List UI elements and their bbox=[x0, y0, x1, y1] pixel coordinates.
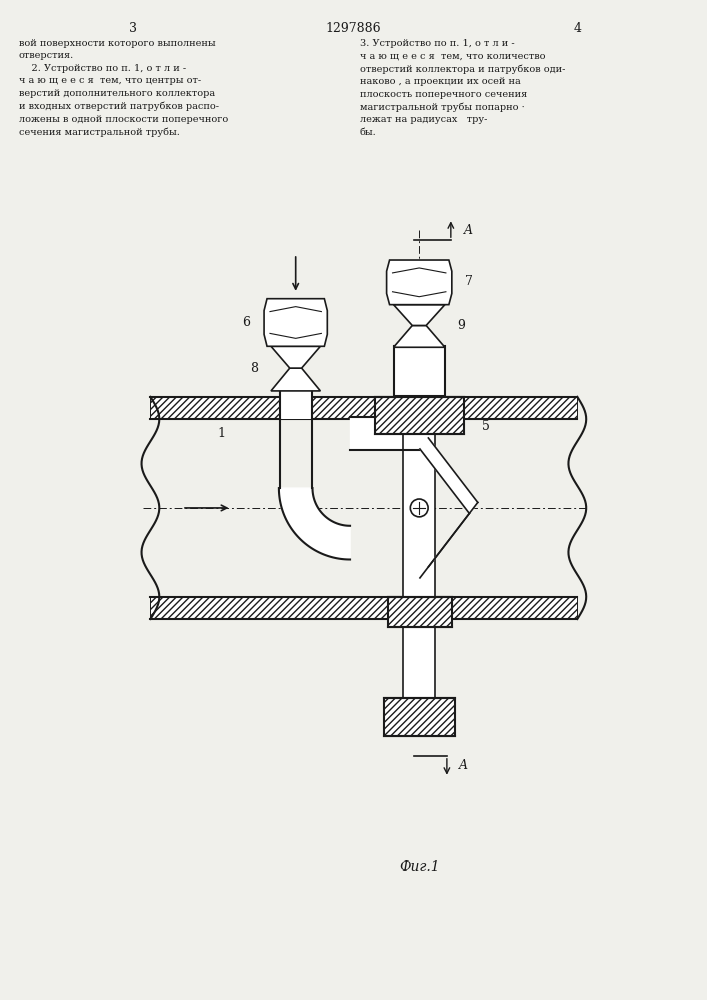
Text: 9: 9 bbox=[457, 319, 464, 332]
Text: 1297886: 1297886 bbox=[325, 22, 381, 35]
Polygon shape bbox=[420, 502, 478, 578]
Text: 8: 8 bbox=[250, 362, 258, 375]
Bar bbox=[394, 346, 445, 396]
Text: вой поверхности которого выполнены
отверстия.
    2. Устройство по п. 1, о т л и: вой поверхности которого выполнены отвер… bbox=[19, 39, 228, 137]
Bar bbox=[387, 597, 452, 627]
Polygon shape bbox=[404, 627, 435, 698]
Bar bbox=[375, 397, 464, 434]
Bar bbox=[387, 597, 452, 627]
Polygon shape bbox=[420, 438, 478, 513]
Bar bbox=[151, 397, 578, 419]
Polygon shape bbox=[387, 260, 452, 305]
Polygon shape bbox=[279, 488, 350, 560]
Text: A: A bbox=[459, 759, 468, 772]
Text: 3. Устройство по п. 1, о т л и -
ч а ю щ е е с я  тем, что количество
отверстий : 3. Устройство по п. 1, о т л и - ч а ю щ… bbox=[360, 39, 566, 137]
Polygon shape bbox=[350, 417, 419, 450]
Text: 7: 7 bbox=[464, 275, 472, 288]
Bar bbox=[384, 698, 455, 736]
Text: 6: 6 bbox=[243, 316, 250, 329]
Bar bbox=[375, 397, 464, 434]
Polygon shape bbox=[394, 325, 445, 347]
Bar bbox=[151, 597, 578, 619]
Polygon shape bbox=[394, 305, 445, 325]
Bar bbox=[280, 391, 312, 419]
Polygon shape bbox=[264, 299, 327, 346]
Text: 4: 4 bbox=[573, 22, 581, 35]
Bar bbox=[404, 434, 435, 607]
Polygon shape bbox=[271, 346, 320, 368]
Circle shape bbox=[410, 499, 428, 517]
Polygon shape bbox=[271, 368, 320, 391]
Text: 3: 3 bbox=[129, 22, 136, 35]
Text: 1: 1 bbox=[218, 427, 226, 440]
Text: A: A bbox=[464, 224, 473, 237]
Text: 5: 5 bbox=[482, 420, 491, 433]
Text: Фиг.1: Фиг.1 bbox=[399, 860, 440, 874]
Bar bbox=[384, 698, 455, 736]
